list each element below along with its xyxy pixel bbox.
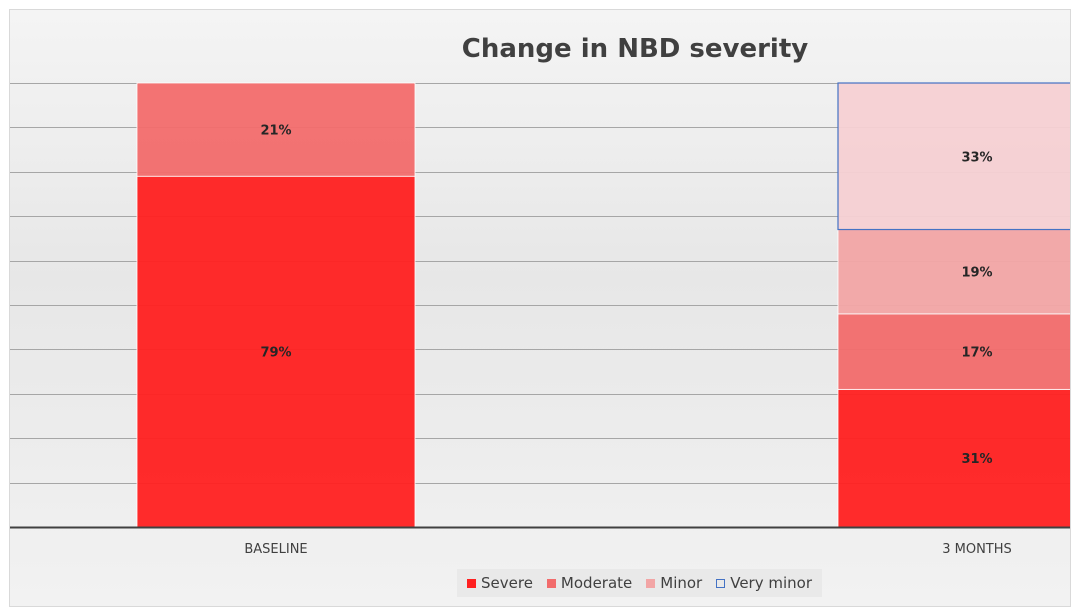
chart-legend: Severe Moderate Minor Very minor [457, 569, 823, 597]
legend-item-minor: Minor [646, 574, 702, 592]
data-label: 17% [961, 346, 992, 361]
legend-label: Moderate [560, 574, 633, 592]
legend-item-moderate: Moderate [546, 574, 633, 592]
data-label: 79% [260, 346, 291, 361]
legend-label: Severe [481, 574, 533, 592]
bar-segment-severe [837, 388, 1070, 528]
legend-swatch [467, 578, 476, 588]
bar-segment-very-minor [837, 82, 1070, 231]
chart-frame: Change in NBD severity 79% 21% BASELINE 31%… [9, 9, 1071, 607]
x-tick-label: 3 MONTHS [942, 542, 1012, 557]
data-label: 33% [961, 150, 992, 165]
x-tick-label: BASELINE [244, 542, 307, 557]
bar-segment-moderate [837, 313, 1070, 390]
chart-title: Change in NBD severity [461, 34, 809, 64]
bar-segment-moderate [136, 82, 416, 177]
data-label: 21% [260, 124, 291, 139]
data-label: 31% [961, 452, 992, 467]
legend-item-severe: Severe [467, 574, 533, 592]
legend-swatch [646, 578, 656, 588]
legend-swatch [716, 578, 726, 588]
chart-plot-area: 79% 21% BASELINE 31% 17% 19% 33% 3 MONTHS [10, 82, 1070, 557]
bar-segment-severe [136, 175, 416, 528]
legend-item-very-minor: Very minor [716, 574, 812, 592]
legend-label: Minor [660, 574, 703, 592]
legend-label: Very minor [730, 574, 813, 592]
bar-segment-minor [837, 229, 1070, 315]
data-label: 19% [961, 266, 992, 281]
legend-swatch [546, 578, 556, 588]
